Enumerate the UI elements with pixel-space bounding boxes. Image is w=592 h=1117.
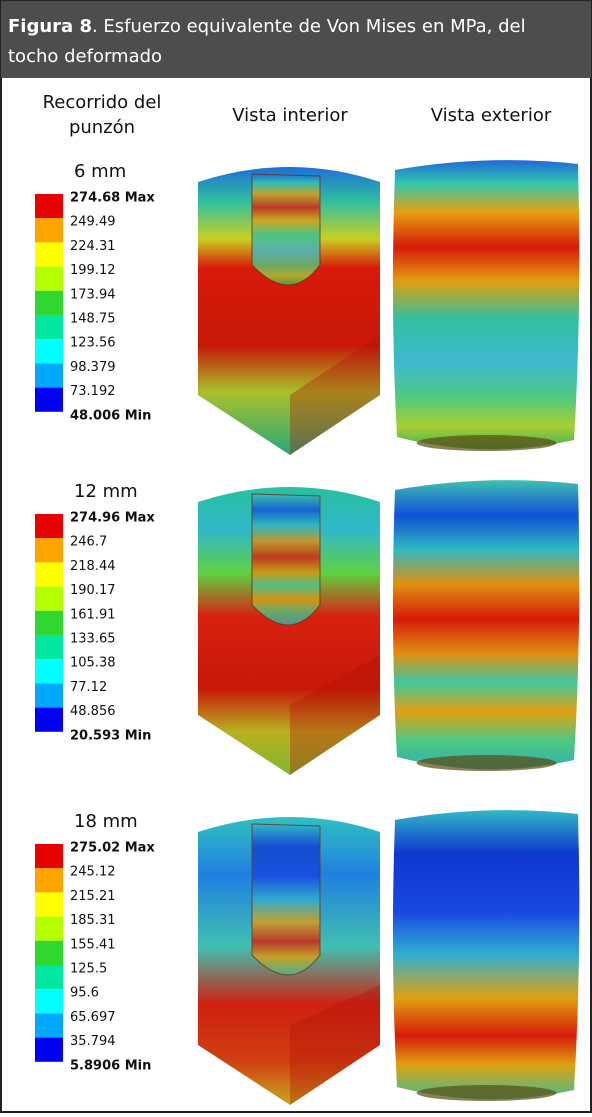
legend-value: 190.17 bbox=[70, 583, 116, 598]
legend-swatch bbox=[35, 339, 63, 364]
legend-swatch bbox=[35, 514, 63, 539]
legend-swatch bbox=[35, 683, 63, 708]
legend-value: 246.7 bbox=[70, 535, 107, 550]
travel-label: 6 mm bbox=[74, 161, 126, 182]
legend-swatch bbox=[35, 538, 63, 563]
legend-value: 20.593 Min bbox=[70, 728, 151, 743]
legend-value: 77.12 bbox=[70, 680, 107, 695]
legend-value: 173.94 bbox=[70, 287, 116, 302]
column-header: Recorrido del bbox=[43, 92, 162, 113]
legend-swatch bbox=[35, 707, 63, 732]
legend-value: 95.6 bbox=[70, 986, 99, 1001]
legend-swatch bbox=[35, 892, 63, 917]
legend-value: 133.65 bbox=[70, 632, 116, 647]
legend-value: 5.8906 Min bbox=[70, 1058, 151, 1073]
legend-swatch bbox=[35, 610, 63, 635]
column-header: Vista exterior bbox=[431, 105, 552, 126]
cut-face bbox=[290, 655, 380, 775]
legend-value: 224.31 bbox=[70, 239, 116, 254]
legend-value: 185.31 bbox=[70, 913, 116, 928]
caption-line: tocho deformado bbox=[8, 46, 162, 67]
cut-face bbox=[290, 985, 380, 1105]
legend-value: 274.96 Max bbox=[70, 511, 155, 526]
bottom-face bbox=[416, 435, 557, 451]
legend-value: 245.12 bbox=[70, 865, 116, 880]
exterior-view bbox=[392, 160, 580, 450]
legend-value: 125.5 bbox=[70, 962, 107, 977]
legend-value: 65.697 bbox=[70, 1010, 116, 1025]
legend-swatch bbox=[35, 989, 63, 1014]
legend-swatch bbox=[35, 1013, 63, 1038]
legend-swatch bbox=[35, 387, 63, 412]
exterior-view bbox=[392, 480, 580, 770]
punch-cavity bbox=[251, 823, 321, 976]
legend-value: 218.44 bbox=[70, 559, 116, 574]
legend-swatch bbox=[35, 868, 63, 893]
legend-value: 155.41 bbox=[70, 937, 116, 952]
legend-value: 249.49 bbox=[70, 215, 116, 230]
figure-label: Figura 8 bbox=[8, 16, 92, 37]
legend-swatch bbox=[35, 635, 63, 660]
legend-value: 98.379 bbox=[70, 360, 116, 375]
legend-swatch bbox=[35, 940, 63, 965]
legend-swatch bbox=[35, 242, 63, 267]
column-header: punzón bbox=[69, 117, 135, 138]
legend-swatch bbox=[35, 290, 63, 315]
legend-swatch bbox=[35, 315, 63, 340]
legend-value: 48.006 Min bbox=[70, 408, 151, 423]
column-header: Vista interior bbox=[232, 105, 348, 126]
legend-value: 48.856 bbox=[70, 704, 116, 719]
legend-swatch bbox=[35, 844, 63, 869]
punch-cavity bbox=[251, 493, 321, 626]
legend-value: 105.38 bbox=[70, 656, 116, 671]
legend-swatch bbox=[35, 562, 63, 587]
legend-value: 274.68 Max bbox=[70, 191, 155, 206]
legend-value: 123.56 bbox=[70, 336, 116, 351]
interior-view bbox=[198, 167, 380, 455]
bottom-face bbox=[416, 755, 557, 771]
legend-swatch bbox=[35, 266, 63, 291]
legend-swatch bbox=[35, 194, 63, 219]
legend-value: 199.12 bbox=[70, 263, 116, 278]
legend-swatch bbox=[35, 659, 63, 684]
header-band bbox=[1, 1, 591, 78]
interior-view bbox=[198, 487, 380, 775]
legend-value: 35.794 bbox=[70, 1034, 116, 1049]
punch-cavity bbox=[251, 173, 321, 286]
legend-swatch bbox=[35, 586, 63, 611]
caption-text: . Esfuerzo equivalente de Von Mises en M… bbox=[92, 16, 526, 37]
legend-swatch bbox=[35, 363, 63, 388]
travel-label: 12 mm bbox=[74, 481, 138, 502]
legend-value: 161.91 bbox=[70, 607, 116, 622]
exterior-view bbox=[392, 810, 580, 1100]
legend-value: 73.192 bbox=[70, 384, 116, 399]
cut-face bbox=[290, 335, 380, 455]
legend-swatch bbox=[35, 218, 63, 243]
legend-value: 215.21 bbox=[70, 889, 116, 904]
legend-swatch bbox=[35, 1037, 63, 1062]
legend-value: 275.02 Max bbox=[70, 841, 155, 856]
bottom-face bbox=[416, 1085, 557, 1101]
legend-swatch bbox=[35, 916, 63, 941]
travel-label: 18 mm bbox=[74, 811, 138, 832]
legend-value: 148.75 bbox=[70, 312, 116, 327]
caption: Figura 8. Esfuerzo equivalente de Von Mi… bbox=[8, 16, 526, 37]
legend-swatch bbox=[35, 965, 63, 990]
